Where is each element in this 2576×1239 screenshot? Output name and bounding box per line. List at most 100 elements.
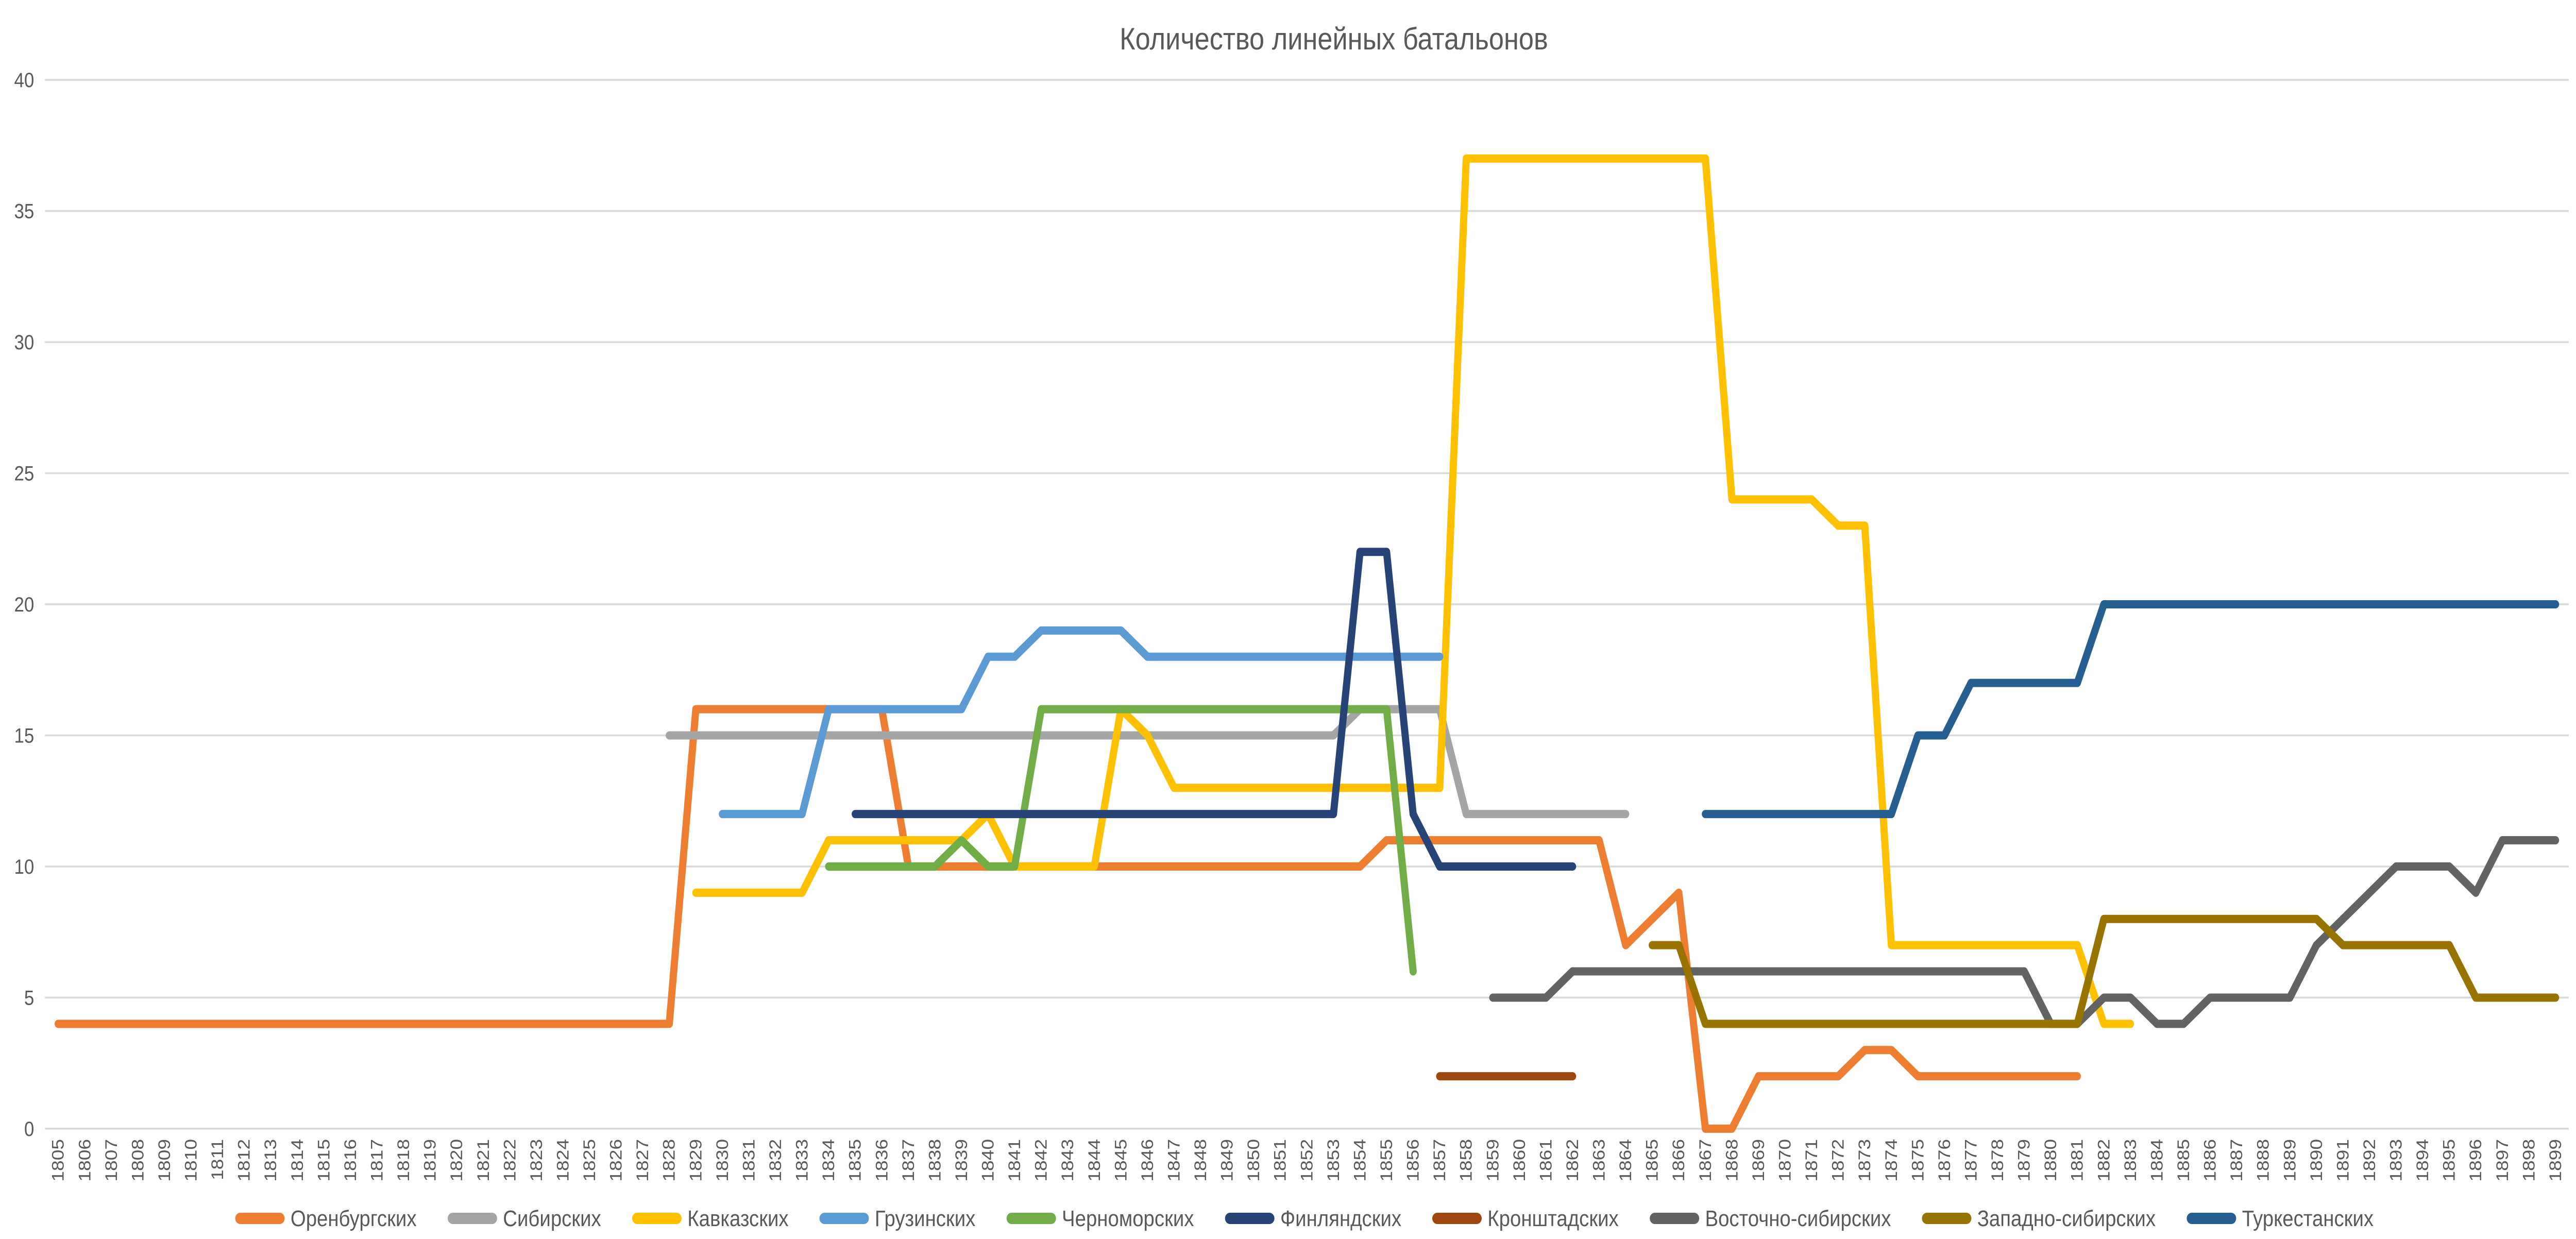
x-tick-label: 1843 (1058, 1139, 1077, 1182)
x-tick-label: 1816 (341, 1139, 360, 1182)
x-tick-label: 1854 (1351, 1139, 1369, 1182)
x-tick-label: 1886 (2201, 1139, 2219, 1182)
x-tick-label: 1851 (1271, 1139, 1290, 1182)
x-tick-label: 1823 (527, 1139, 546, 1182)
series-line-8[interactable]: Западно-сибирских (1649, 914, 2560, 1028)
x-tick-label: 1861 (1537, 1139, 1555, 1182)
legend-item-1[interactable]: Сибирских (447, 1206, 602, 1231)
x-tick-label: 1865 (1643, 1139, 1662, 1182)
legend-item-2[interactable]: Кавказских (632, 1206, 789, 1231)
x-tick-label: 1848 (1191, 1139, 1210, 1182)
x-tick-label: 1818 (394, 1139, 413, 1182)
series-line-3[interactable]: Грузинских (719, 626, 1444, 819)
x-tick-label: 1820 (447, 1139, 466, 1182)
x-tick-label: 1819 (421, 1139, 439, 1182)
series-line-7[interactable]: Восточно-сибирских (1489, 836, 2560, 1028)
x-axis-labels: 1805 1806 1807 1808 1809 1810 1811 1812 1813 1814… (49, 1139, 2565, 1182)
x-tick-label: 1862 (1563, 1139, 1582, 1182)
y-tick-label: 25 (14, 462, 34, 485)
legend-item-7[interactable]: Восточно-сибирских (1650, 1206, 1891, 1231)
x-tick-label: 1896 (2466, 1139, 2485, 1182)
x-tick-label: 1879 (2015, 1139, 2033, 1182)
y-tick-label: 0 (24, 1117, 34, 1141)
x-tick-label: 1817 (368, 1139, 386, 1182)
x-tick-label: 1878 (1988, 1139, 2007, 1182)
x-tick-label: 1874 (1882, 1139, 1901, 1182)
x-tick-label: 1882 (2095, 1139, 2113, 1182)
legend-label-2: Кавказских (687, 1206, 789, 1231)
legend-item-0[interactable]: Оренбургских (235, 1206, 417, 1231)
x-tick-label: 1858 (1457, 1139, 1476, 1182)
x-tick-label: 1871 (1802, 1139, 1821, 1182)
x-tick-label: 1841 (1005, 1139, 1024, 1182)
x-tick-label: 1834 (819, 1139, 838, 1182)
y-tick-label: 35 (14, 199, 34, 223)
x-tick-label: 1849 (1218, 1139, 1236, 1182)
legend-item-6[interactable]: Кронштадских (1432, 1206, 1619, 1231)
x-tick-label: 1883 (2121, 1139, 2140, 1182)
x-tick-label: 1837 (899, 1139, 918, 1182)
y-tick-label: 40 (14, 69, 34, 92)
x-tick-label: 1872 (1829, 1139, 1848, 1182)
x-tick-label: 1807 (102, 1139, 121, 1182)
x-tick-label: 1826 (607, 1139, 625, 1182)
x-tick-label: 1855 (1377, 1139, 1396, 1182)
series-line-2[interactable]: Кавказских (692, 154, 2134, 1028)
x-tick-label: 1895 (2440, 1139, 2459, 1182)
x-tick-label: 1808 (129, 1139, 147, 1182)
legend-item-9[interactable]: Туркестанских (2187, 1206, 2374, 1231)
legend-label-8: Западно-сибирских (1977, 1206, 2156, 1231)
x-tick-label: 1857 (1430, 1139, 1449, 1182)
legend-item-3[interactable]: Грузинских (819, 1206, 976, 1231)
x-tick-label: 1833 (793, 1139, 811, 1182)
x-tick-label: 1830 (713, 1139, 732, 1182)
series-line-4[interactable]: Черноморских (825, 705, 1417, 976)
x-tick-label: 1870 (1776, 1139, 1794, 1182)
x-tick-label: 1856 (1404, 1139, 1422, 1182)
x-tick-label: 1831 (740, 1139, 758, 1182)
x-tick-label: 1890 (2307, 1139, 2326, 1182)
x-tick-label: 1822 (501, 1139, 519, 1182)
legend: Оренбургских Сибирских Кавказских Грузински… (235, 1206, 2374, 1231)
legend-label-0: Оренбургских (291, 1206, 417, 1231)
x-tick-label: 1877 (1962, 1139, 1980, 1182)
x-tick-label: 1827 (633, 1139, 652, 1182)
x-tick-label: 1892 (2360, 1139, 2379, 1182)
x-tick-label: 1852 (1298, 1139, 1316, 1182)
x-tick-label: 1850 (1244, 1139, 1263, 1182)
legend-label-1: Сибирских (503, 1206, 601, 1231)
x-tick-label: 1873 (1855, 1139, 1874, 1182)
series-line-0[interactable]: Оренбургских (55, 705, 2081, 1133)
chart-title: Количество линейных батальонов (1120, 22, 1548, 56)
y-tick-label: 30 (14, 331, 34, 354)
x-tick-label: 1825 (580, 1139, 599, 1182)
legend-item-8[interactable]: Западно-сибирских (1922, 1206, 2156, 1231)
legend-label-9: Туркестанских (2242, 1206, 2374, 1231)
y-tick-label: 20 (14, 593, 34, 616)
x-tick-label: 1853 (1324, 1139, 1343, 1182)
legend-item-4[interactable]: Черноморских (1006, 1206, 1194, 1231)
legend-item-5[interactable]: Финляндских (1225, 1206, 1401, 1231)
legend-label-5: Финляндских (1280, 1206, 1401, 1231)
x-tick-label: 1814 (288, 1139, 307, 1182)
x-tick-label: 1884 (2148, 1139, 2166, 1182)
series-line-9[interactable]: Туркестанских (1702, 600, 2560, 819)
legend-label-4: Черноморских (1062, 1206, 1194, 1231)
x-tick-label: 1881 (2068, 1139, 2087, 1182)
x-tick-label: 1847 (1165, 1139, 1183, 1182)
x-tick-label: 1899 (2546, 1139, 2565, 1182)
x-tick-label: 1863 (1590, 1139, 1608, 1182)
x-tick-label: 1860 (1510, 1139, 1529, 1182)
x-tick-label: 1880 (2041, 1139, 2060, 1182)
x-tick-label: 1836 (872, 1139, 891, 1182)
series-lines: ОренбургскихСибирскихКавказскихГрузински… (55, 154, 2560, 1133)
x-tick-label: 1839 (952, 1139, 971, 1182)
x-tick-label: 1824 (554, 1139, 572, 1182)
series-line-5[interactable]: Финляндских (852, 548, 1577, 871)
x-tick-label: 1887 (2227, 1139, 2246, 1182)
x-tick-label: 1844 (1085, 1139, 1104, 1182)
x-tick-label: 1876 (1935, 1139, 1954, 1182)
x-tick-label: 1891 (2334, 1139, 2352, 1182)
x-tick-label: 1888 (2254, 1139, 2273, 1182)
